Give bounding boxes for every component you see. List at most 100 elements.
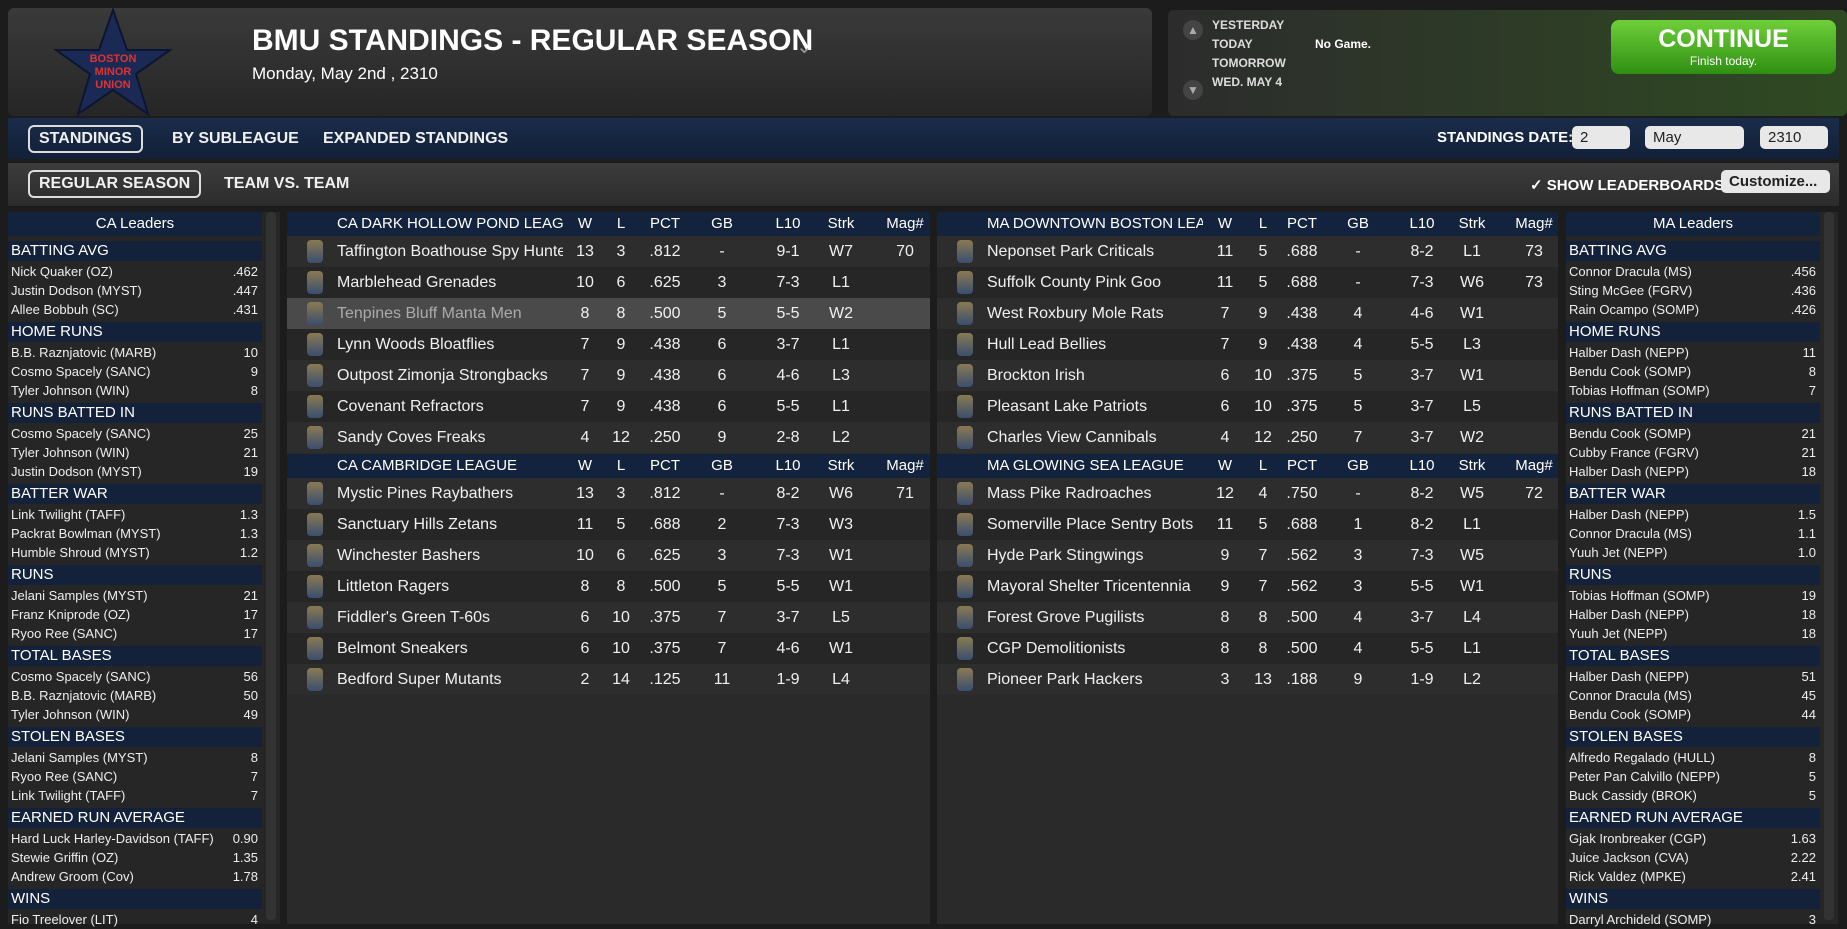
team-icon [307, 302, 323, 325]
month-select[interactable]: May [1645, 126, 1744, 149]
team-stat: 7 [717, 609, 727, 626]
team-row [937, 267, 1558, 298]
team-stat: 7-3 [1410, 274, 1434, 291]
continue-button[interactable]: CONTINUE Finish today. [1611, 20, 1836, 74]
column-header: Mag# [1515, 215, 1553, 232]
team-stat: .812 [649, 485, 681, 502]
team-row [287, 571, 930, 602]
team-stat: 5-5 [1410, 578, 1434, 595]
schedule-down[interactable]: ▼ [1183, 80, 1203, 100]
tab[interactable]: BY SUBLEAGUE [172, 130, 299, 147]
leader-value: 19 [1801, 588, 1816, 603]
leader-category: EARNED RUN AVERAGE [1566, 808, 1820, 828]
team-stat: .500 [1286, 609, 1318, 626]
leader-name: Jelani Samples (MYST) [11, 588, 148, 603]
year-select[interactable]: 2310 [1760, 126, 1828, 149]
division-header-bg [937, 212, 1558, 236]
leader-value: 49 [243, 707, 258, 722]
leader-name: Halber Dash (NEPP) [1569, 669, 1689, 684]
leader-value: .436 [1790, 283, 1816, 298]
leader-name: Buck Cassidy (BROK) [1569, 788, 1697, 803]
team-icon [957, 302, 973, 325]
team-stat: 10 [612, 640, 630, 657]
leader-category: RUNS [8, 565, 262, 585]
team-icon [957, 668, 973, 691]
team-stat: .375 [649, 640, 681, 657]
team-name: Suffolk County Pink Goo [987, 274, 1162, 291]
tab[interactable]: EXPANDED STANDINGS [323, 130, 509, 147]
column-header: L [1258, 215, 1268, 232]
team-stat: 8 [580, 305, 590, 322]
tab[interactable]: STANDINGS [28, 125, 144, 153]
leader-value: 1.5 [1797, 507, 1816, 522]
team-stat: 11 [713, 671, 731, 688]
leader-value: 18 [1801, 607, 1816, 622]
column-header: Mag# [886, 457, 924, 474]
team-stat: 70 [896, 243, 914, 260]
team-stat: .438 [1286, 336, 1318, 353]
leader-name: Packrat Bowlman (MYST) [11, 526, 161, 541]
team-stat: 8 [1258, 640, 1268, 657]
standings-panel: CA DARK HOLLOW POND LEAGUE W L PCT GB L10 Strk… [287, 212, 930, 924]
column-header: Strk [827, 215, 855, 232]
day-select[interactable]: 2 [1572, 126, 1630, 149]
team-stat: 6 [580, 640, 590, 657]
title-dropdown[interactable]: ⌄ [796, 36, 813, 58]
leaderboard-toggle[interactable]: ✓ SHOW LEADERBOARDS [1530, 177, 1725, 194]
column-header: GB [1347, 215, 1369, 232]
team-row [287, 422, 930, 453]
leader-name: Justin Dodson (MYST) [11, 283, 142, 298]
team-stat: 3-7 [1410, 609, 1434, 626]
customize-button[interactable]: Customize... [1721, 170, 1830, 193]
team-stat: 7 [580, 336, 590, 353]
page-title: BMU STANDINGS - REGULAR SEASON [252, 24, 814, 57]
team-stat: 4-6 [776, 640, 800, 657]
team-name: Sanctuary Hills Zetans [337, 516, 498, 533]
leader-category: STOLEN BASES [8, 727, 262, 747]
leader-value: .456 [1790, 264, 1816, 279]
leaders-panel: CA Leaders BATTING AVG Nick Quaker (OZ) .46… [8, 212, 280, 927]
leader-value: 21 [243, 588, 258, 603]
team-name: Pioneer Park Hackers [987, 671, 1143, 688]
leader-value: 1.2 [239, 545, 258, 560]
subtab[interactable]: REGULAR SEASON [28, 170, 202, 198]
team-stat: 8-2 [776, 485, 800, 502]
team-stat: 5-5 [1410, 336, 1434, 353]
subtab[interactable]: TEAM VS. TEAM [224, 175, 350, 192]
team-stat: 5 [1258, 243, 1268, 260]
team-stat: .188 [1286, 671, 1318, 688]
leader-name: Allee Bobbuh (SC) [11, 302, 119, 317]
team-icon [957, 575, 973, 598]
column-header: L10 [775, 215, 801, 232]
schedule-day: TOMORROW [1212, 56, 1286, 70]
team-row [287, 633, 930, 664]
team-stat: L1 [832, 398, 850, 415]
division-name: CA DARK HOLLOW POND LEAGUE [337, 215, 563, 232]
leader-name: Cosmo Spacely (SANC) [11, 364, 151, 379]
team-name: Pleasant Lake Patriots [987, 398, 1148, 415]
team-stat: 4 [1258, 485, 1268, 502]
column-header: W [577, 457, 593, 474]
team-stat: 13 [1254, 671, 1272, 688]
leader-value: .426 [1790, 302, 1816, 317]
team-row [937, 540, 1558, 571]
leader-category: WINS [8, 889, 262, 909]
leader-value: 51 [1801, 669, 1816, 684]
team-stat: 3 [616, 243, 626, 260]
team-stat: 8 [1220, 640, 1230, 657]
team-row [287, 236, 930, 267]
schedule-up[interactable]: ▲ [1183, 20, 1203, 40]
team-icon [307, 333, 323, 356]
team-name: CGP Demolitionists [987, 640, 1126, 657]
leader-name: Stewie Griffin (OZ) [11, 850, 119, 865]
team-icon [957, 513, 973, 536]
leader-name: Link Twilight (TAFF) [11, 507, 126, 522]
team-stat: 9 [717, 429, 727, 446]
team-stat: .812 [649, 243, 681, 260]
team-name: Somerville Place Sentry Bots [987, 516, 1194, 533]
team-name: Fiddler's Green T-60s [337, 609, 491, 626]
column-header: PCT [650, 457, 680, 474]
logo-text: BOSTON [90, 53, 137, 65]
column-header: Mag# [886, 215, 924, 232]
team-stat: .562 [1286, 578, 1318, 595]
